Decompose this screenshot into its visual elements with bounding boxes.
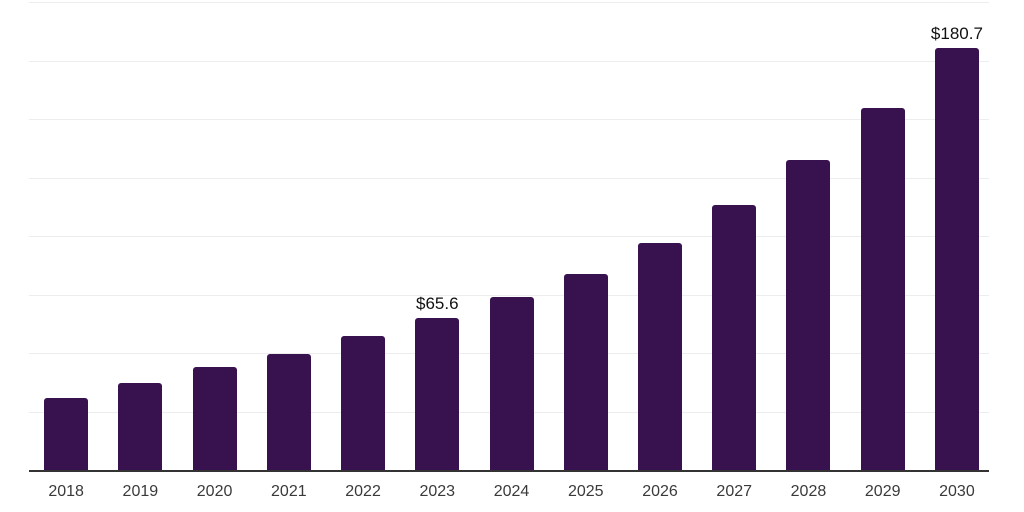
bar-value-label: $65.6 <box>416 293 459 313</box>
bar-column <box>846 3 920 471</box>
bar-column <box>177 3 251 471</box>
bars-container: $65.6 $180.7 <box>29 3 994 471</box>
x-tick-label: 2019 <box>122 483 159 500</box>
bar-2025 <box>563 273 608 471</box>
x-axis-line <box>29 470 989 472</box>
x-tick-label: 2025 <box>567 483 604 500</box>
bar-column <box>771 3 845 471</box>
x-tick-label: 2027 <box>716 483 753 500</box>
x-tick-label: 2024 <box>493 483 530 500</box>
x-tick-label: 2021 <box>271 483 307 500</box>
x-tick-label: 2020 <box>196 483 233 500</box>
bar-2028 <box>786 159 831 471</box>
bar-2029 <box>860 108 905 471</box>
bar-column: $65.6 <box>400 3 474 471</box>
bar-column <box>474 3 548 471</box>
x-tick-label: 2029 <box>864 483 901 500</box>
bar-2022 <box>341 335 386 471</box>
bar-2027 <box>712 204 757 471</box>
bar-2019 <box>118 382 163 471</box>
bar-column <box>697 3 771 471</box>
bar-2030 <box>934 48 979 471</box>
bar-2018 <box>44 397 89 471</box>
bar-value-label: $180.7 <box>930 24 983 44</box>
x-tick-label: 2028 <box>790 483 827 500</box>
x-tick-label: 2022 <box>345 483 381 500</box>
bar-column <box>326 3 400 471</box>
bar-2026 <box>637 242 682 471</box>
bar-column <box>103 3 177 471</box>
bar-2020 <box>192 367 237 471</box>
x-tick-label: 2023 <box>419 483 456 500</box>
bar-2024 <box>489 296 534 471</box>
plot-area: $65.6 $180.7 <box>29 2 994 472</box>
bar-2023 <box>415 317 460 471</box>
bar-column <box>252 3 326 471</box>
x-axis-tick-labels: 2018 2019 2020 2021 2022 2023 2024 2025 2026 2027… <box>29 482 994 502</box>
x-tick-label: 2026 <box>642 483 678 500</box>
bar-column <box>29 3 103 471</box>
x-tick-label: 2018 <box>48 483 84 500</box>
bar-column: $180.7 <box>920 3 994 471</box>
bar-column <box>623 3 697 471</box>
x-tick-label: 2030 <box>939 483 975 500</box>
bar-2021 <box>266 354 311 471</box>
bar-column <box>549 3 623 471</box>
